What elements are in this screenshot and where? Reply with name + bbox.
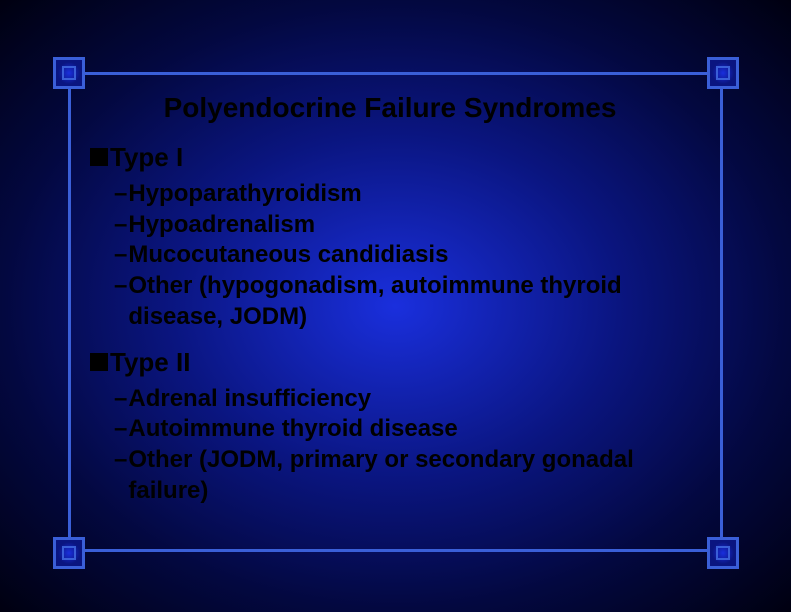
item-text: Autoimmune thyroid disease (128, 414, 457, 445)
square-bullet-icon (90, 353, 108, 371)
corner-bottom-right (707, 537, 739, 569)
section-heading: Type I (110, 142, 183, 173)
list-item: –Autoimmune thyroid disease (114, 414, 710, 445)
square-bullet-icon (90, 148, 108, 166)
dash-icon: – (114, 271, 127, 332)
slide-content: Polyendocrine Failure Syndromes Type I –… (90, 92, 710, 520)
section-items: –Hypoparathyroidism –Hypoadrenalism –Muc… (114, 179, 710, 333)
dash-icon: – (114, 240, 127, 271)
list-item: –Other (hypogonadism, autoimmune thyroid… (114, 271, 710, 332)
item-text: Adrenal insufficiency (128, 384, 371, 415)
corner-bottom-left (53, 537, 85, 569)
section-heading-row: Type I (90, 142, 710, 173)
list-item: –Other (JODM, primary or secondary gonad… (114, 445, 710, 506)
dash-icon: – (114, 210, 127, 241)
dash-icon: – (114, 445, 127, 506)
item-text: Mucocutaneous candidiasis (128, 240, 448, 271)
item-text: Hypoparathyroidism (128, 179, 361, 210)
item-text: Hypoadrenalism (128, 210, 315, 241)
dash-icon: – (114, 384, 127, 415)
dash-icon: – (114, 414, 127, 445)
slide-title: Polyendocrine Failure Syndromes (110, 92, 670, 124)
list-item: –Adrenal insufficiency (114, 384, 710, 415)
list-item: –Mucocutaneous candidiasis (114, 240, 710, 271)
section-items: –Adrenal insufficiency –Autoimmune thyro… (114, 384, 710, 507)
corner-top-left (53, 57, 85, 89)
dash-icon: – (114, 179, 127, 210)
item-text: Other (JODM, primary or secondary gonada… (128, 445, 710, 506)
section-heading-row: Type II (90, 347, 710, 378)
list-item: –Hypoparathyroidism (114, 179, 710, 210)
corner-top-right (707, 57, 739, 89)
item-text: Other (hypogonadism, autoimmune thyroid … (128, 271, 710, 332)
list-item: –Hypoadrenalism (114, 210, 710, 241)
section-heading: Type II (110, 347, 190, 378)
